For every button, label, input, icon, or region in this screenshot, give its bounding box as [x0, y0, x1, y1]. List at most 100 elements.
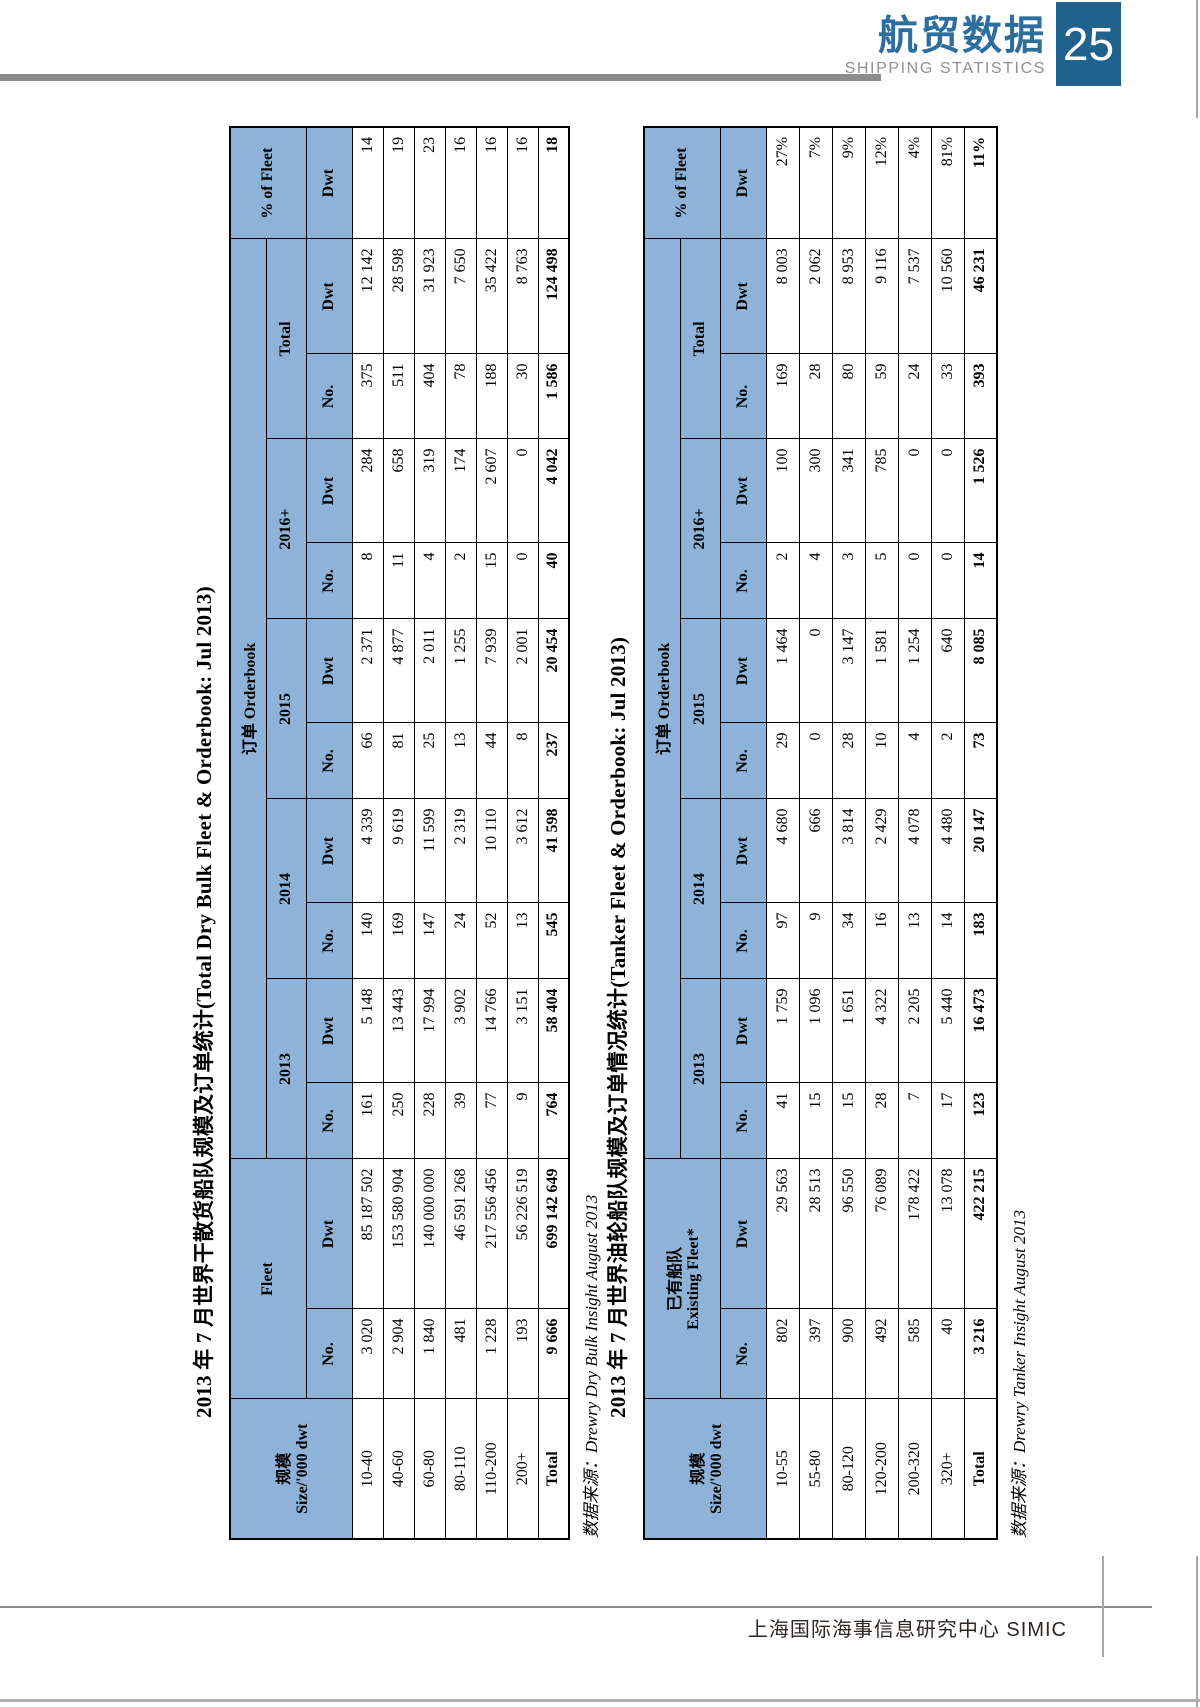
no-subheader: No. — [306, 354, 352, 439]
data-cell: 52 — [476, 903, 507, 979]
dwt-subheader: Dwt — [720, 126, 766, 239]
dwt-subheader: Dwt — [306, 238, 352, 354]
data-cell: 3 151 — [507, 979, 538, 1083]
data-cell: 123 — [964, 1082, 997, 1159]
row-size-label: 60-80 — [414, 1399, 445, 1539]
data-cell: 16 — [507, 126, 538, 239]
data-cell: 4 — [898, 722, 931, 799]
data-cell: 16 473 — [964, 978, 997, 1083]
data-cell: 28 — [865, 1082, 898, 1159]
pct-fleet-header: % of Fleet — [230, 126, 306, 239]
data-cell: 77 — [476, 1083, 507, 1159]
data-cell: 2 319 — [445, 799, 476, 903]
data-cell: 4 042 — [538, 439, 569, 543]
data-cell: 20 454 — [538, 619, 569, 723]
table-row: 110-200 1 228 217 556 456 77 14 766 52 10 110 4… — [476, 126, 507, 1539]
data-cell: 8 763 — [507, 238, 538, 354]
data-cell: 4 078 — [898, 798, 931, 903]
data-cell: 2 — [445, 543, 476, 619]
data-cell: 2 904 — [383, 1309, 414, 1399]
size-header: 规模 Size/'000 dwt — [644, 1399, 766, 1539]
tanker-table-title: 2013 年 7 月世界油轮船队规模及订单情况统计(Tanker Fleet &… — [606, 636, 630, 1418]
data-cell: 2 607 — [476, 439, 507, 543]
year-2014-header: 2014 — [266, 799, 306, 979]
data-cell: 2 205 — [898, 978, 931, 1083]
data-cell: 147 — [414, 903, 445, 979]
data-cell: 397 — [799, 1309, 832, 1399]
data-cell: 178 422 — [898, 1158, 931, 1309]
data-cell: 1 759 — [766, 978, 799, 1083]
data-cell: 16 — [476, 126, 507, 239]
dry-bulk-source-note: 数据来源：Drewry Dry Bulk Insight August 2013 — [582, 1194, 601, 1538]
no-subheader: No. — [306, 723, 352, 799]
data-cell: 511 — [383, 354, 414, 439]
data-cell: 341 — [832, 438, 865, 543]
page-edge-line-top — [1196, 0, 1198, 118]
data-cell: 9 — [507, 1083, 538, 1159]
data-cell: 422 215 — [964, 1158, 997, 1309]
data-cell: 1 526 — [964, 438, 997, 543]
data-cell: 1 840 — [414, 1309, 445, 1399]
data-cell: 10 — [865, 722, 898, 799]
no-subheader: No. — [720, 542, 766, 619]
data-cell: 764 — [538, 1083, 569, 1159]
data-cell: 5 — [865, 542, 898, 619]
data-cell: 13 078 — [931, 1158, 964, 1309]
row-size-label: 320+ — [931, 1399, 964, 1539]
data-cell: 7% — [799, 126, 832, 239]
row-size-label: 80-110 — [445, 1399, 476, 1539]
data-cell: 2 062 — [799, 238, 832, 354]
table-row: 200-320 585 178 422 7 2 205 13 4 078 4 1 254 0 0 24… — [898, 126, 931, 1539]
data-cell: 375 — [352, 354, 383, 439]
dry-bulk-table-body: 10-40 3 020 85 187 502 161 5 148 140 4 339 66 2 … — [352, 126, 569, 1539]
data-cell: 23 — [414, 126, 445, 239]
data-cell: 28 513 — [799, 1158, 832, 1309]
dwt-subheader: Dwt — [306, 799, 352, 903]
data-cell: 97 — [766, 902, 799, 979]
data-cell: 4 — [799, 542, 832, 619]
footer-rule-line — [0, 1606, 1152, 1608]
data-cell: 0 — [898, 542, 931, 619]
data-cell: 3 147 — [832, 618, 865, 723]
data-cell: 30 — [507, 354, 538, 439]
table-row: 320+ 40 13 078 17 5 440 14 4 480 2 640 0 0 33 10 560… — [931, 126, 964, 1539]
dwt-subheader: Dwt — [306, 439, 352, 543]
dwt-subheader: Dwt — [306, 1159, 352, 1309]
tanker-table-block: 2013 年 7 月世界油轮船队规模及订单情况统计(Tanker Fleet &… — [602, 125, 1030, 1540]
data-cell: 28 598 — [383, 238, 414, 354]
data-cell: 35 422 — [476, 238, 507, 354]
data-cell: 393 — [964, 353, 997, 439]
data-cell: 2 — [931, 722, 964, 799]
data-cell: 27% — [766, 126, 799, 239]
data-cell: 58 404 — [538, 979, 569, 1083]
data-cell: 9 666 — [538, 1309, 569, 1399]
table-row: 200+ 193 56 226 519 9 3 151 13 3 612 8 2 001 0 0 30… — [507, 126, 538, 1539]
dwt-subheader: Dwt — [720, 978, 766, 1083]
total-group-header: Total — [680, 238, 720, 439]
data-cell: 29 563 — [766, 1158, 799, 1309]
data-cell: 8 003 — [766, 238, 799, 354]
tanker-source-note: 数据来源：Drewry Tanker Insight August 2013 — [1010, 1209, 1029, 1538]
year-2015-header: 2015 — [266, 619, 306, 799]
year-2015-header: 2015 — [680, 618, 720, 799]
table-row: 40-60 2 904 153 580 904 250 13 443 169 9 619 81… — [383, 126, 414, 1539]
data-cell: 699 142 649 — [538, 1159, 569, 1309]
page-number-box: 25 — [1056, 2, 1121, 86]
fleet-group-header: Fleet — [230, 1159, 306, 1399]
data-cell: 8 953 — [832, 238, 865, 354]
data-cell: 14 — [964, 542, 997, 619]
data-cell: 46 591 268 — [445, 1159, 476, 1309]
table-row: 80-120 900 96 550 15 1 651 34 3 814 28 3 147 3 341… — [832, 126, 865, 1539]
total-group-header: Total — [266, 238, 306, 439]
data-cell: 9 116 — [865, 238, 898, 354]
data-cell: 3 216 — [964, 1309, 997, 1399]
table-row: Total 3 216 422 215 123 16 473 183 20 147 73 8 0… — [964, 126, 997, 1539]
existing-fleet-group-header: 已有船队 Existing Fleet* — [644, 1158, 720, 1399]
size-header: 规模 Size/'000 dwt — [230, 1399, 352, 1539]
data-cell: 31 923 — [414, 238, 445, 354]
row-size-label: 10-40 — [352, 1399, 383, 1539]
data-cell: 29 — [766, 722, 799, 799]
data-cell: 15 — [799, 1082, 832, 1159]
data-cell: 658 — [383, 439, 414, 543]
page-number: 25 — [1062, 18, 1115, 70]
